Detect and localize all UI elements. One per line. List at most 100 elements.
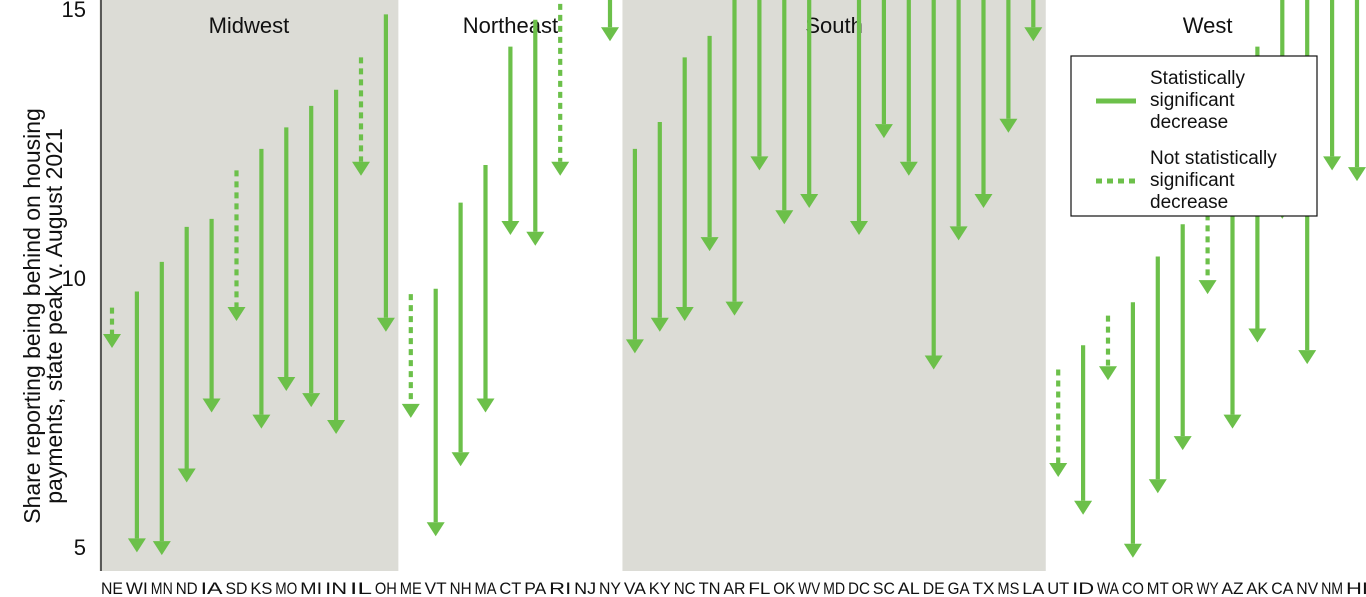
x-tick-sc: SC [873,579,895,597]
region-panels: Midwest Northeast South West [99,0,1233,571]
arrow-head-de [924,355,943,370]
x-tick-ma: MA [475,579,498,597]
arrow-head-sd [227,307,246,322]
arrow-head-ma [476,398,495,413]
x-tick-vt: VT [425,579,447,597]
x-tick-ky: KY [649,579,671,597]
x-tick-pa: PA [524,579,547,597]
x-tick-de: DE [923,579,945,597]
arrow-head-tx [974,194,993,209]
x-tick-in: IN [325,579,347,597]
arrow-head-ms [999,118,1018,133]
arrow-head-ct [501,220,520,235]
x-tick-nh: NH [450,579,472,597]
arrow-head-ut [1049,463,1068,478]
y-tick-label-15: 15 [62,0,86,22]
x-tick-wa: WA [1097,579,1120,597]
legend-dashed-line1: Not statistically [1150,148,1277,169]
x-tick-nc: NC [674,579,696,597]
arrow-head-sc [874,124,893,139]
y-tick-label-10: 10 [62,266,86,291]
x-tick-oh: OH [375,579,397,597]
legend-solid-line2: significant [1150,90,1235,111]
x-tick-nm: NM [1321,579,1343,597]
legend-solid-line3: decrease [1150,112,1228,133]
arrow-head-la [1024,27,1043,42]
x-tick-id: ID [1072,579,1094,597]
region-label-midwest: Midwest [209,13,290,38]
x-tick-ar: AR [724,579,746,597]
legend: Statistically significant decrease Not s… [1070,55,1318,217]
x-tick-az: AZ [1222,579,1244,597]
x-tick-mn: MN [151,579,173,597]
x-tick-nj: NJ [574,579,596,597]
x-tick-ny: NY [599,579,621,597]
arrow-head-wv [800,194,819,209]
arrows [103,0,1366,558]
x-tick-nv: NV [1296,579,1319,597]
x-tick-va: VA [624,579,647,597]
region-panel-south [622,0,1046,571]
x-axis-state-labels: NE WI MN ND IA SD KS MO MI IN IL OH ME VT NH MA CT PA RI NJ… [101,579,1366,597]
region-label-west: West [1183,13,1233,38]
arrow-head-ks [252,414,271,429]
arrow-head-co [1123,543,1142,558]
x-tick-mi: MI [300,579,322,597]
arrow-head-nd [177,468,196,483]
x-tick-ak: AK [1246,579,1269,597]
x-tick-or: OR [1172,579,1194,597]
arrow-head-ri [551,161,570,176]
arrow-head-wa [1099,366,1117,381]
arrow-head-ok [775,210,794,225]
x-tick-tn: TN [699,579,721,597]
arrow-head-ky [650,317,669,332]
arrow-head-mt [1148,479,1167,494]
x-tick-wi: WI [126,579,148,597]
x-tick-al: AL [898,579,920,597]
arrow-head-nm [1323,156,1342,171]
x-tick-la: LA [1022,579,1045,597]
x-tick-wy: WY [1197,579,1219,597]
arrow-head-nh [451,452,470,467]
arrow-head-mo [277,376,296,391]
x-tick-dc: DC [848,579,870,597]
legend-box [1070,55,1318,217]
legend-solid-line1: Statistically [1150,68,1246,89]
y-tick-label-5: 5 [74,535,86,560]
region-panel-midwest [99,0,399,571]
arrow-head-ne [103,333,121,348]
x-tick-ri: RI [549,579,571,597]
x-tick-ks: KS [250,579,272,597]
x-tick-ga: GA [948,579,971,597]
legend-dashed-line3: decrease [1150,192,1228,213]
x-tick-ut: UT [1047,579,1069,597]
x-tick-il: IL [350,579,372,597]
x-tick-me: ME [400,579,422,597]
region-label-south: South [805,13,863,38]
y-axis-label-line1: Share reporting being behind on housing [19,108,45,524]
arrow-head-va [625,339,644,354]
arrow-head-fl [750,156,769,171]
arrow-head-nc [675,307,694,322]
arrow-head-nv [1298,350,1317,365]
x-tick-mt: MT [1147,579,1169,597]
x-tick-fl: FL [748,579,770,597]
arrow-head-wy [1198,280,1217,295]
arrow-head-ga [949,226,968,241]
y-axis-label-line2: payments, state peak v. August 2021 [41,128,67,503]
arrow-head-pa [526,231,545,246]
arrow-head-hi [1348,167,1366,182]
arrow-head-dc [850,220,868,235]
x-tick-ia: IA [201,579,224,597]
x-tick-ct: CT [499,579,521,597]
x-tick-tx: TX [973,579,995,597]
arrow-head-id [1074,500,1093,515]
x-tick-sd: SD [226,579,248,597]
arrow-head-mi [302,393,321,408]
x-tick-hi: HI [1346,579,1366,597]
x-tick-nd: ND [176,579,198,597]
arrow-head-vt [426,522,445,537]
arrow-head-ny [601,27,619,42]
x-tick-ca: CA [1271,579,1294,597]
